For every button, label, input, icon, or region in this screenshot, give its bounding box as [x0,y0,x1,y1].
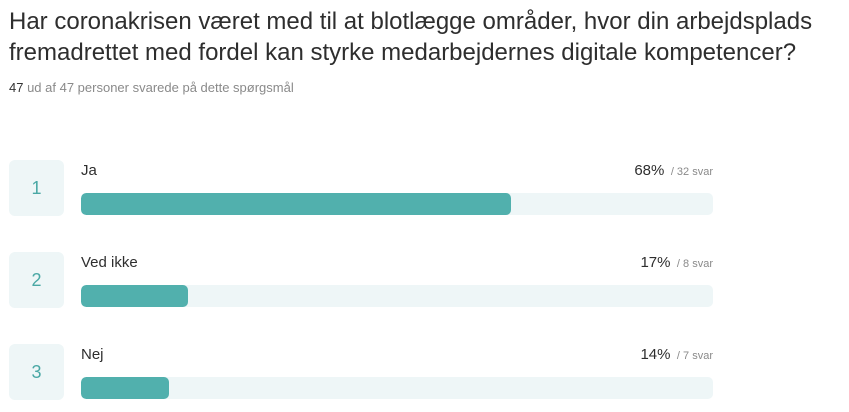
answer-percent: 14% [640,346,671,363]
answer-stats: 17% / 8 svar [640,254,713,272]
answer-stats: 14% / 7 svar [640,346,713,364]
answer-bar-track [81,193,713,215]
answer-count: / 32 svar [670,166,713,178]
answer-index-badge: 1 [9,160,64,216]
answer-row: 3 Nej 14% / 7 svar [9,344,713,400]
respondents-count: 47 [9,80,24,95]
answer-count: / 7 svar [676,350,713,362]
answer-index-badge: 2 [9,252,64,308]
answer-percent: 17% [640,254,671,271]
answer-stats: 68% / 32 svar [634,162,713,180]
respondents-summary: 47 ud af 47 personer svarede på dette sp… [9,80,294,95]
respondents-text: ud af 47 personer svarede på dette spørg… [23,80,294,95]
answer-bar-fill [81,193,511,215]
question-title: Har coronakrisen været med til at blotlæ… [9,8,813,66]
answer-bar-fill [81,377,170,399]
answer-percent: 68% [634,162,665,179]
answer-bar-track [81,377,713,399]
answer-label: Nej [81,346,104,363]
answer-index-badge: 3 [9,344,64,400]
answer-bar-track [81,285,713,307]
answer-row: 2 Ved ikke 17% / 8 svar [9,252,713,308]
answer-row: 1 Ja 68% / 32 svar [9,160,713,216]
answer-label: Ved ikke [81,254,138,271]
answer-bar-fill [81,285,189,307]
answer-count: / 8 svar [676,258,713,270]
answer-label: Ja [81,162,97,179]
